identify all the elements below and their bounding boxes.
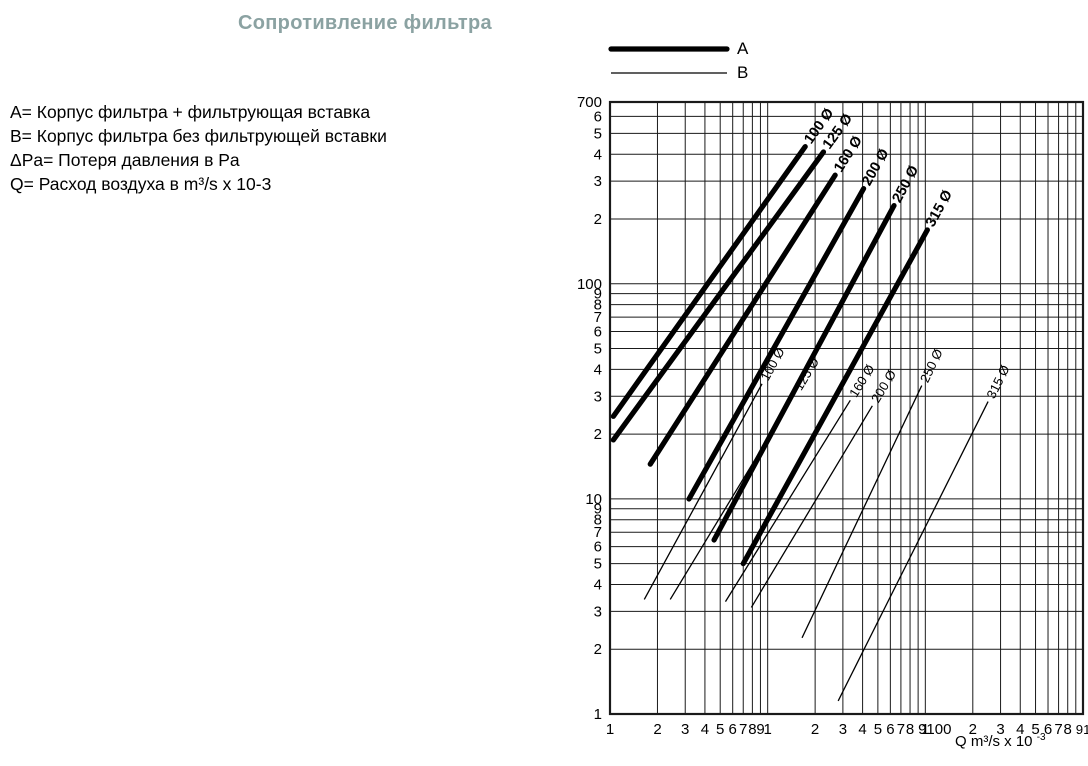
svg-text:5: 5: [594, 125, 602, 142]
svg-text:3: 3: [839, 721, 847, 738]
svg-text:250 Ø: 250 Ø: [889, 163, 922, 205]
svg-text:5: 5: [716, 721, 724, 738]
svg-text:250 Ø: 250 Ø: [917, 346, 946, 384]
svg-text:4: 4: [594, 577, 602, 594]
svg-text:100: 100: [577, 276, 602, 293]
svg-text:4: 4: [1016, 721, 1024, 738]
svg-text:2: 2: [594, 211, 602, 228]
svg-text:125 Ø: 125 Ø: [791, 355, 822, 393]
svg-text:6: 6: [729, 721, 737, 738]
svg-text:1: 1: [764, 721, 772, 738]
svg-text:1: 1: [921, 721, 929, 738]
svg-text:5: 5: [1031, 721, 1039, 738]
svg-text:2: 2: [969, 721, 977, 738]
svg-text:91000: 91000: [1076, 722, 1088, 737]
svg-text:3: 3: [996, 721, 1004, 738]
svg-text:7: 7: [897, 721, 905, 738]
svg-text:4: 4: [594, 361, 602, 378]
svg-text:315 Ø: 315 Ø: [923, 188, 956, 230]
svg-text:5: 5: [874, 721, 882, 738]
svg-text:8: 8: [906, 721, 914, 738]
svg-text:8: 8: [748, 721, 756, 738]
svg-text:3: 3: [594, 388, 602, 405]
svg-text:3: 3: [681, 721, 689, 738]
svg-text:700: 700: [577, 94, 602, 111]
svg-text:5: 5: [594, 341, 602, 358]
svg-text:8: 8: [1064, 721, 1072, 738]
svg-text:2: 2: [653, 721, 661, 738]
svg-text:7: 7: [739, 721, 747, 738]
svg-text:10: 10: [585, 491, 602, 508]
svg-text:5: 5: [594, 556, 602, 573]
svg-text:200 Ø: 200 Ø: [859, 146, 892, 188]
svg-text:2: 2: [594, 426, 602, 443]
svg-text:315 Ø: 315 Ø: [983, 363, 1012, 401]
svg-text:2: 2: [811, 721, 819, 738]
svg-text:6: 6: [886, 721, 894, 738]
svg-text:4: 4: [701, 721, 709, 738]
svg-text:3: 3: [594, 603, 602, 620]
svg-text:7: 7: [1054, 721, 1062, 738]
svg-text:6: 6: [1044, 721, 1052, 738]
svg-text:4: 4: [858, 721, 866, 738]
svg-text:2: 2: [594, 641, 602, 658]
svg-text:1: 1: [606, 721, 614, 738]
svg-text:1: 1: [594, 706, 602, 723]
svg-text:3: 3: [594, 173, 602, 190]
svg-text:4: 4: [594, 146, 602, 163]
